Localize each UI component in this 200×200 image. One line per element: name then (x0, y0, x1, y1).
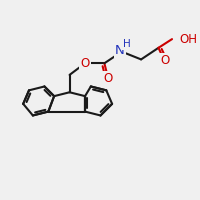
Text: O: O (80, 57, 90, 70)
Text: H: H (123, 39, 130, 49)
Text: N: N (115, 44, 125, 57)
Text: OH: OH (180, 33, 198, 46)
Text: O: O (104, 72, 113, 85)
Text: O: O (161, 54, 170, 67)
